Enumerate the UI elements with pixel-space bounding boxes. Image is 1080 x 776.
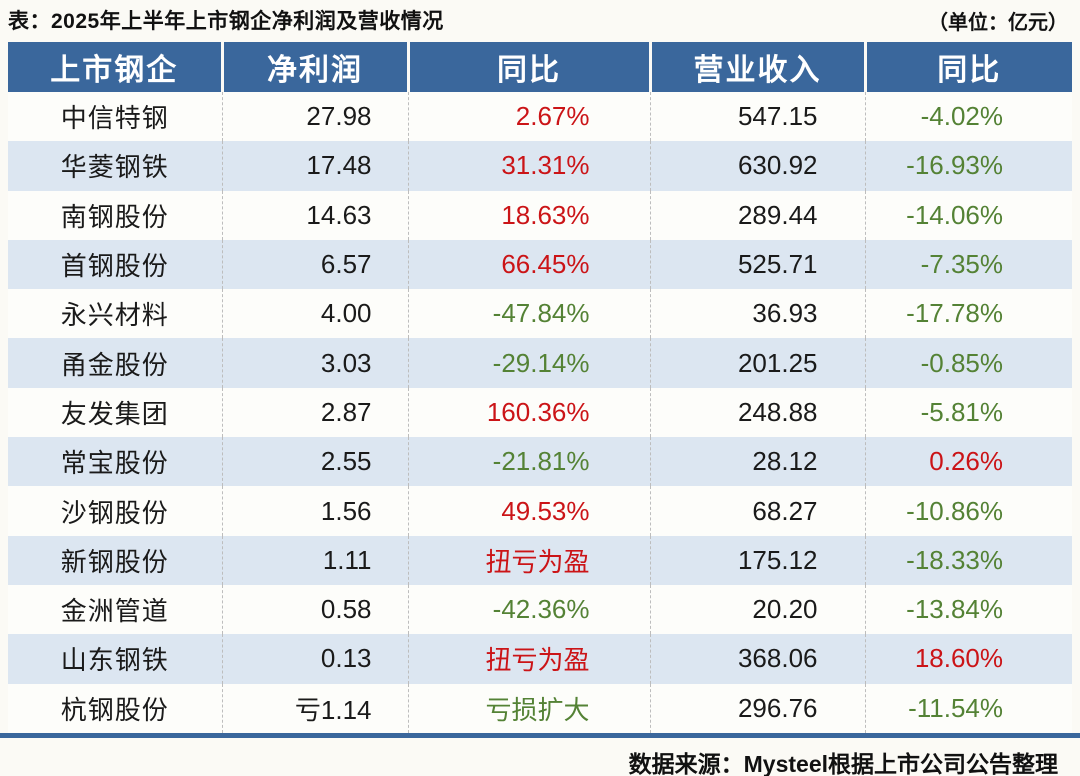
profit-yoy-cell: 31.31%: [407, 141, 650, 191]
table-row: 山东钢铁 0.13 扭亏为盈 368.06 18.60%: [8, 634, 1072, 684]
table-row: 新钢股份 1.11 扭亏为盈 175.12 -18.33%: [8, 535, 1072, 585]
revenue-yoy-cell: -14.06%: [864, 190, 1072, 240]
profit-yoy-cell: 亏损扩大: [407, 683, 650, 733]
revenue-yoy-cell: -17.78%: [864, 289, 1072, 339]
revenue-cell: 36.93: [649, 289, 865, 339]
company-cell: 沙钢股份: [60, 497, 169, 528]
revenue-cell: 68.27: [649, 486, 865, 536]
profit-yoy-cell: 扭亏为盈: [407, 634, 650, 684]
revenue-cell: 20.20: [649, 584, 865, 635]
company-cell: 常宝股份: [60, 448, 169, 479]
revenue-cell: 248.88: [649, 387, 865, 438]
profit-yoy-cell: -29.14%: [407, 338, 650, 388]
net-profit-cell: 0.58: [221, 584, 408, 635]
profit-yoy-cell: -42.36%: [407, 584, 650, 635]
company-cell: 新钢股份: [60, 546, 169, 577]
table-row: 南钢股份 14.63 18.63% 289.44 -14.06%: [8, 190, 1072, 240]
revenue-yoy-cell: -5.81%: [864, 387, 1072, 438]
unit-label: （单位：亿元）: [928, 12, 1068, 34]
revenue-yoy-cell: -0.85%: [864, 338, 1072, 388]
company-cell: 山东钢铁: [60, 645, 169, 676]
profit-yoy-cell: 2.67%: [407, 92, 650, 142]
table-row: 金洲管道 0.58 -42.36% 20.20 -13.84%: [8, 584, 1072, 635]
table-row: 中信特钢 27.98 2.67% 547.15 -4.02%: [8, 92, 1072, 142]
net-profit-cell: 14.63: [221, 190, 408, 240]
company-cell: 华菱钢铁: [60, 152, 169, 183]
column-header-profit-yoy: 同比: [406, 42, 650, 92]
company-cell: 友发集团: [60, 398, 169, 429]
revenue-yoy-cell: 0.26%: [864, 437, 1072, 487]
revenue-yoy-cell: -10.86%: [864, 486, 1072, 536]
table-row: 沙钢股份 1.56 49.53% 68.27 -10.86%: [8, 486, 1072, 536]
net-profit-cell: 0.13: [221, 634, 408, 684]
revenue-cell: 289.44: [649, 190, 865, 240]
table-row: 华菱钢铁 17.48 31.31% 630.92 -16.93%: [8, 141, 1072, 191]
revenue-cell: 28.12: [649, 437, 865, 487]
revenue-cell: 547.15: [649, 92, 865, 142]
table-title: 表：2025年上半年上市钢企净利润及营收情况: [8, 10, 444, 33]
company-cell: 南钢股份: [60, 201, 169, 232]
company-cell: 杭钢股份: [60, 694, 169, 725]
revenue-cell: 630.92: [649, 141, 865, 191]
data-source: 数据来源：Mysteel根据上市公司公告整理: [628, 750, 1058, 776]
revenue-cell: 175.12: [649, 535, 865, 585]
revenue-cell: 201.25: [649, 338, 865, 388]
profit-yoy-cell: -21.81%: [407, 437, 650, 487]
table-row: 友发集团 2.87 160.36% 248.88 -5.81%: [8, 387, 1072, 438]
net-profit-cell: 1.11: [221, 535, 408, 585]
revenue-yoy-cell: 18.60%: [864, 634, 1072, 684]
table-row: 首钢股份 6.57 66.45% 525.71 -7.35%: [8, 239, 1072, 290]
table-row: 永兴材料 4.00 -47.84% 36.93 -17.78%: [8, 289, 1072, 339]
column-header-company: 上市钢企: [8, 42, 222, 92]
revenue-yoy-cell: -7.35%: [864, 239, 1072, 290]
company-cell: 中信特钢: [60, 103, 169, 134]
net-profit-cell: 1.56: [221, 486, 408, 536]
table-header: 上市钢企 净利润 同比 营业收入 同比: [8, 42, 1072, 92]
company-cell: 金洲管道: [60, 596, 169, 627]
net-profit-cell: 亏1.14: [221, 683, 408, 733]
column-header-revenue: 营业收入: [648, 42, 865, 92]
company-cell: 首钢股份: [60, 251, 169, 282]
title-bar: 表：2025年上半年上市钢企净利润及营收情况 （单位：亿元）: [0, 0, 1080, 42]
profit-yoy-cell: 160.36%: [407, 387, 650, 438]
net-profit-cell: 2.55: [221, 437, 408, 487]
bottom-rule: [0, 732, 1080, 738]
net-profit-cell: 4.00: [221, 289, 408, 339]
table-row: 甬金股份 3.03 -29.14% 201.25 -0.85%: [8, 338, 1072, 388]
revenue-yoy-cell: -13.84%: [864, 584, 1072, 635]
company-cell: 甬金股份: [60, 349, 169, 380]
table-row: 杭钢股份 亏1.14 亏损扩大 296.76 -11.54%: [8, 683, 1072, 733]
company-cell: 永兴材料: [60, 300, 169, 331]
net-profit-cell: 6.57: [221, 239, 408, 290]
column-header-revenue-yoy: 同比: [863, 42, 1072, 92]
table-body: 中信特钢 27.98 2.67% 547.15 -4.02% 华菱钢铁 17.48 31.31…: [8, 92, 1072, 733]
header-row: 上市钢企 净利润 同比 营业收入 同比: [8, 42, 1072, 92]
revenue-cell: 368.06: [649, 634, 865, 684]
revenue-yoy-cell: -4.02%: [864, 92, 1072, 142]
profit-yoy-cell: -47.84%: [407, 289, 650, 339]
net-profit-cell: 17.48: [221, 141, 408, 191]
revenue-yoy-cell: -18.33%: [864, 535, 1072, 585]
steel-companies-table: 上市钢企 净利润 同比 营业收入 同比 中信特钢 27.98 2.67% 547.15…: [8, 42, 1072, 733]
net-profit-cell: 3.03: [221, 338, 408, 388]
revenue-yoy-cell: -16.93%: [864, 141, 1072, 191]
profit-yoy-cell: 66.45%: [407, 239, 650, 290]
profit-yoy-cell: 49.53%: [407, 486, 650, 536]
table-row: 常宝股份 2.55 -21.81% 28.12 0.26%: [8, 437, 1072, 487]
net-profit-cell: 27.98: [221, 92, 408, 142]
revenue-yoy-cell: -11.54%: [864, 683, 1072, 733]
net-profit-cell: 2.87: [221, 387, 408, 438]
column-header-net-profit: 净利润: [220, 42, 408, 92]
profit-yoy-cell: 扭亏为盈: [407, 535, 650, 585]
profit-yoy-cell: 18.63%: [407, 190, 650, 240]
revenue-cell: 296.76: [649, 683, 865, 733]
revenue-cell: 525.71: [649, 239, 865, 290]
